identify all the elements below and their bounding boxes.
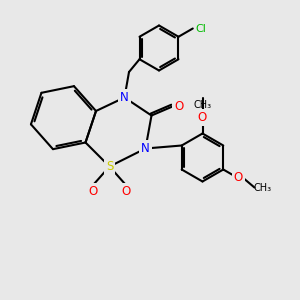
Text: CH₃: CH₃ bbox=[194, 100, 211, 110]
Text: N: N bbox=[120, 91, 129, 104]
Text: O: O bbox=[174, 100, 183, 113]
Text: O: O bbox=[88, 185, 98, 198]
Text: CH₃: CH₃ bbox=[254, 182, 272, 193]
Text: O: O bbox=[122, 185, 130, 198]
Text: O: O bbox=[233, 171, 243, 184]
Text: S: S bbox=[106, 160, 113, 173]
Text: Cl: Cl bbox=[196, 23, 207, 34]
Text: N: N bbox=[141, 142, 150, 155]
Text: O: O bbox=[198, 111, 207, 124]
